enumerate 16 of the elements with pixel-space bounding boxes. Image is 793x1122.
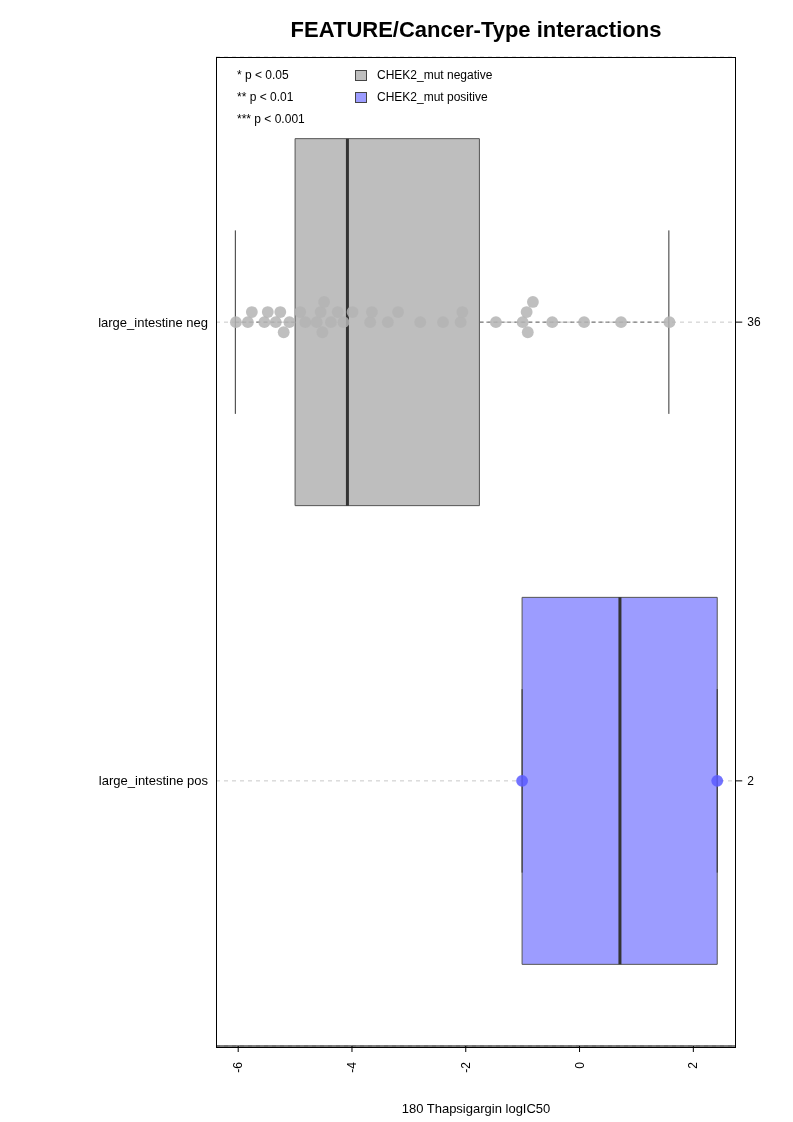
x-tick-label: -6	[231, 1061, 246, 1073]
x-axis-title: 180 Thapsigargin logIC50	[401, 1101, 551, 1116]
text: 2	[747, 774, 755, 789]
x-tick-label: -2	[458, 1061, 473, 1073]
x-tick-label: -4	[344, 1061, 359, 1073]
annotation: * p < 0.05	[237, 68, 290, 84]
annotation: ** p < 0.01	[237, 90, 295, 106]
y-tick-label: large_intestine neg	[98, 314, 208, 330]
annotation: *** p < 0.001	[237, 112, 305, 128]
x-tick-label: 2	[686, 1061, 701, 1069]
x-tick-label: 0	[572, 1061, 587, 1069]
y-tick-label: large_intestine pos	[98, 773, 209, 789]
legend-label: CHEK2_mut negative	[377, 68, 493, 82]
legend-label: CHEK2_mut positive	[377, 90, 488, 104]
chart-title: FEATURE/Cancer-Type interactions	[289, 16, 663, 44]
text: 36	[747, 315, 761, 330]
